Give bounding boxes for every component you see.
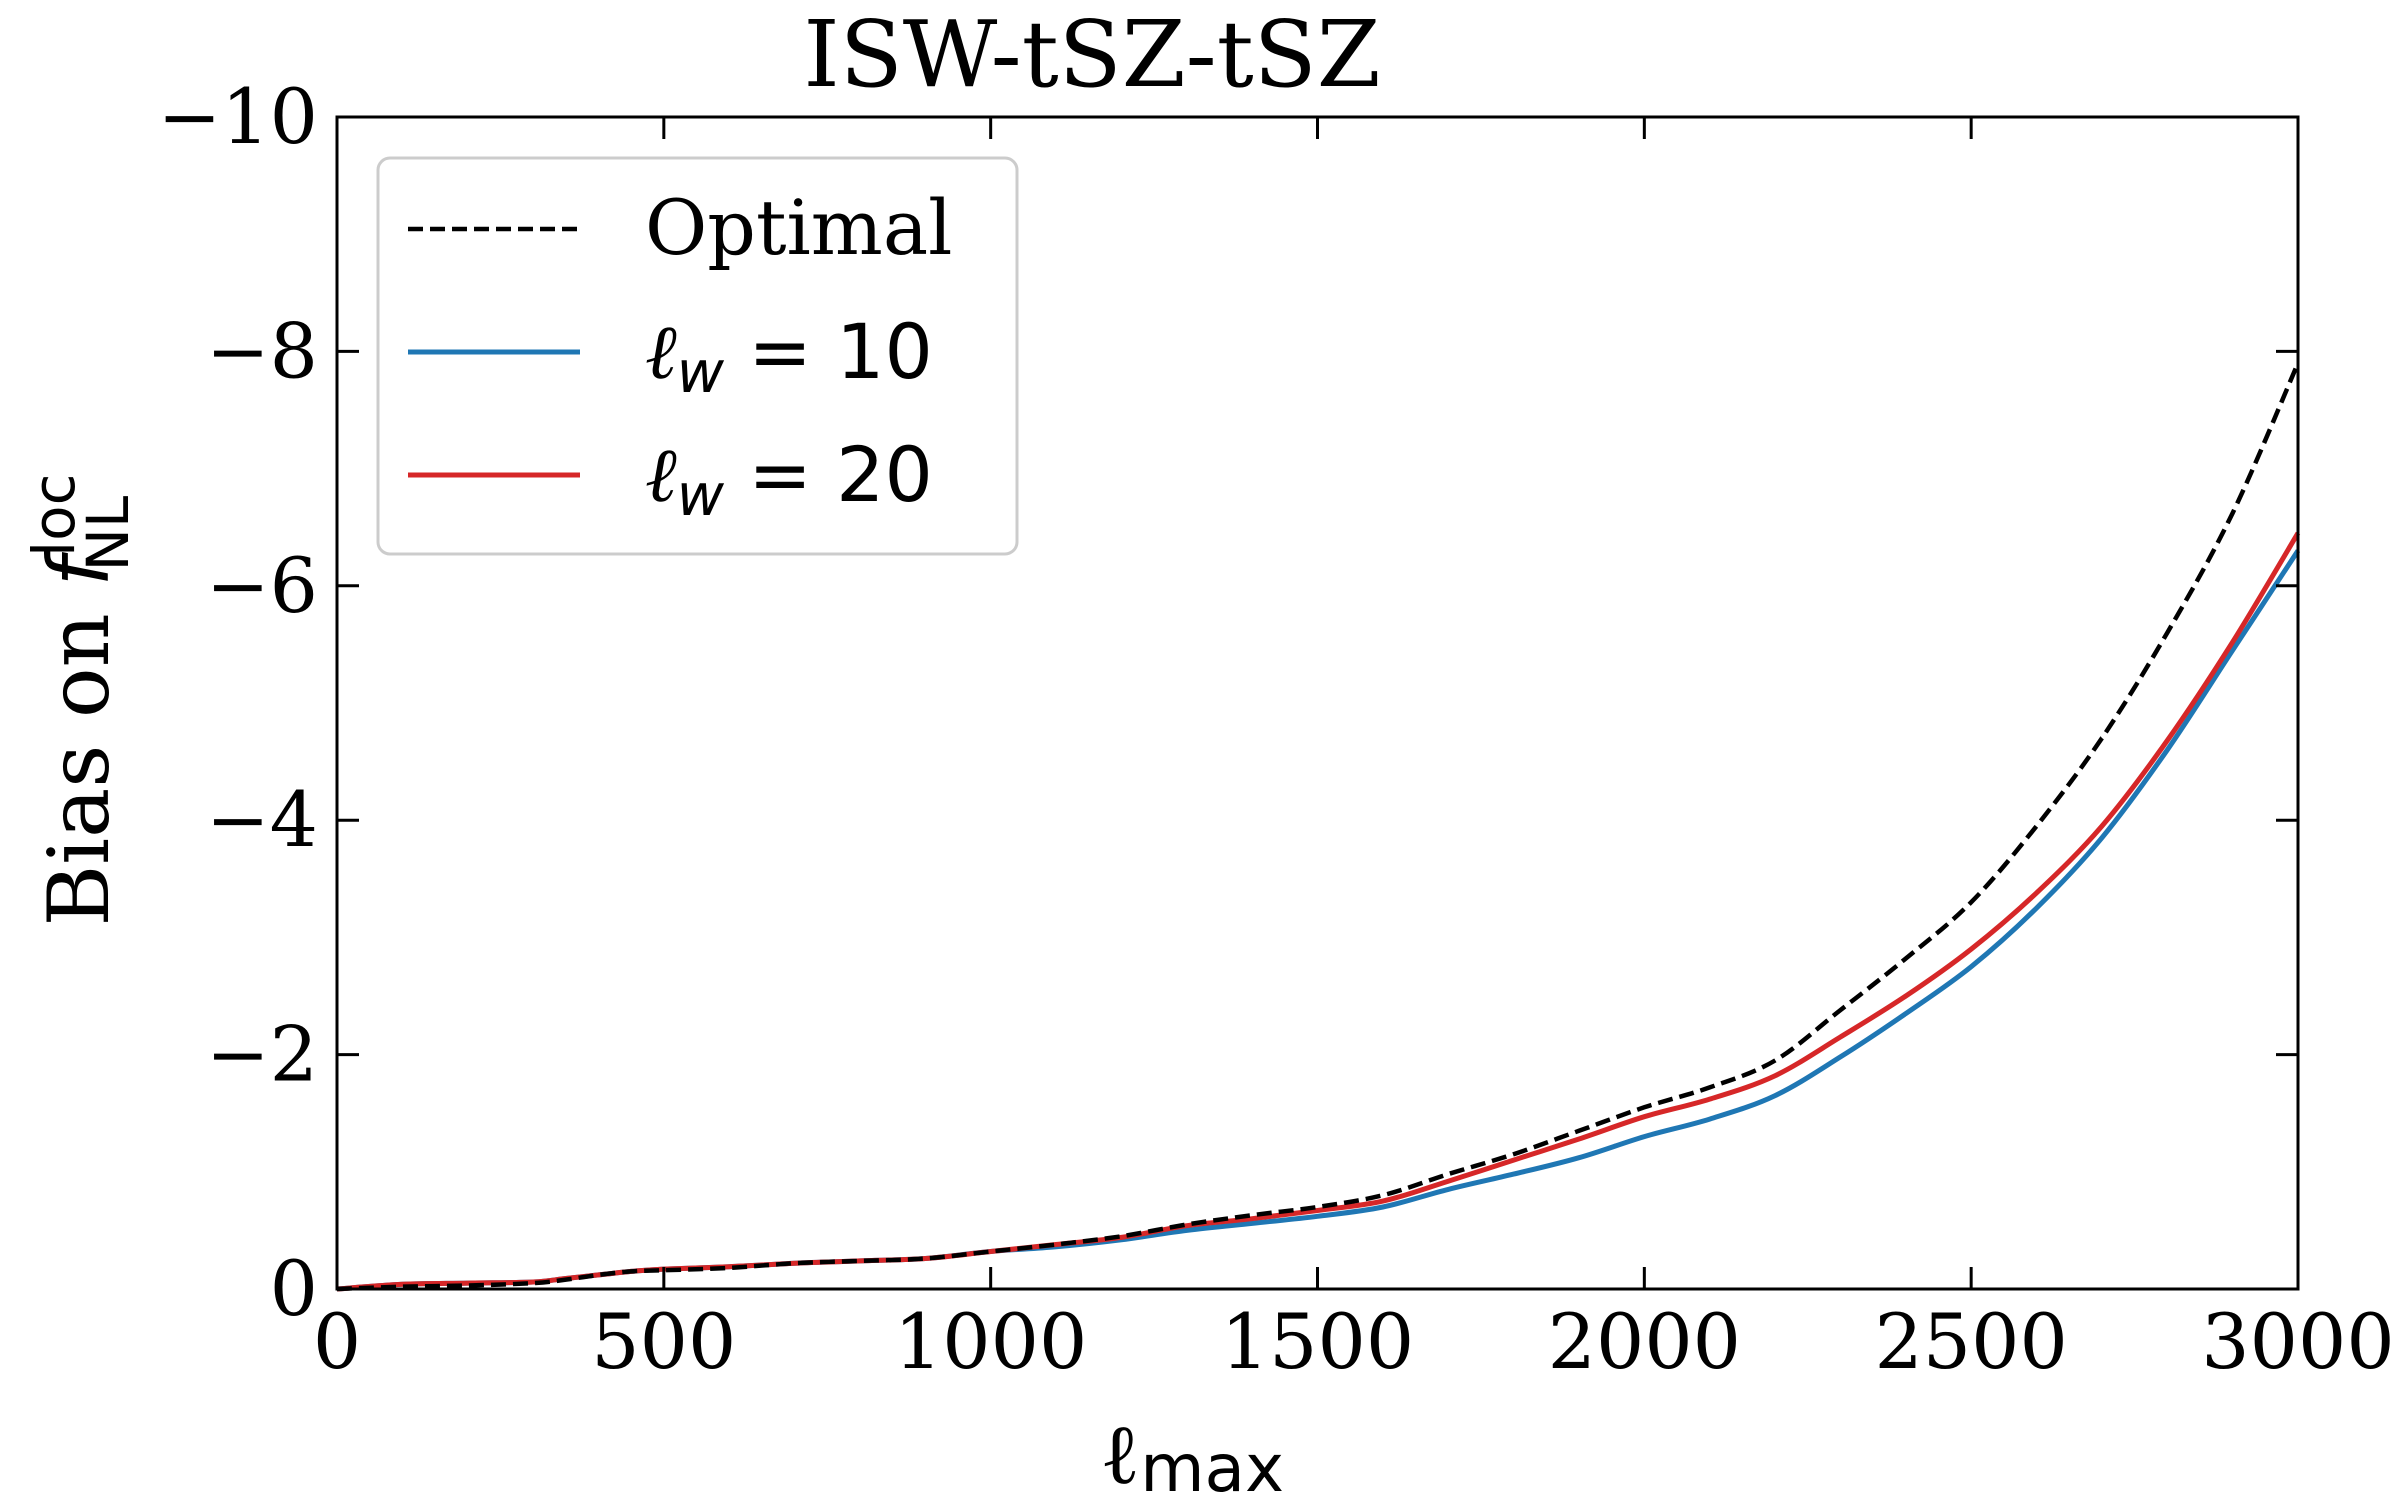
x-tick-label: 2500 bbox=[1874, 1297, 2067, 1386]
legend-frame bbox=[376, 156, 1019, 556]
y-tick-label: −6 bbox=[206, 541, 318, 630]
x-axis-label: ℓmax bbox=[1100, 1405, 1284, 1500]
y-tick-label: −10 bbox=[158, 72, 318, 161]
legend-label-lw10: ℓw = 10 bbox=[645, 307, 933, 406]
y-tick-label: −2 bbox=[206, 1010, 318, 1099]
x-tick-label: 1500 bbox=[1221, 1297, 1414, 1386]
legend-label-optimal: Optimal bbox=[645, 183, 953, 272]
y-ticks: 0 −2 −4 −6 −8 −10 bbox=[158, 72, 2298, 1333]
legend-label-lw20: ℓw = 20 bbox=[645, 430, 933, 529]
chart-title: ISW-tSZ-tSZ bbox=[803, 1, 1380, 108]
y-tick-label: 0 bbox=[270, 1244, 318, 1333]
x-tick-label: 2000 bbox=[1548, 1297, 1741, 1386]
axes-frame bbox=[335, 115, 2300, 1291]
y-axis-label: Bias on flocNL bbox=[20, 474, 142, 927]
x-tick-label: 1000 bbox=[894, 1297, 1087, 1386]
x-tick-label: 500 bbox=[591, 1297, 736, 1386]
y-tick-label: −8 bbox=[206, 306, 318, 395]
legend: Optimal ℓw = 10 ℓw = 20 bbox=[376, 156, 1019, 556]
y-tick-label: −4 bbox=[206, 775, 318, 864]
x-tick-label: 0 bbox=[313, 1297, 361, 1386]
series-line-lw20 bbox=[336, 531, 2301, 1292]
plot-area bbox=[336, 362, 2301, 1292]
x-tick-label: 3000 bbox=[2201, 1297, 2394, 1386]
x-ticks: 0 500 1000 1500 2000 2500 3000 bbox=[313, 117, 2395, 1386]
series-line-optimal bbox=[336, 362, 2301, 1292]
